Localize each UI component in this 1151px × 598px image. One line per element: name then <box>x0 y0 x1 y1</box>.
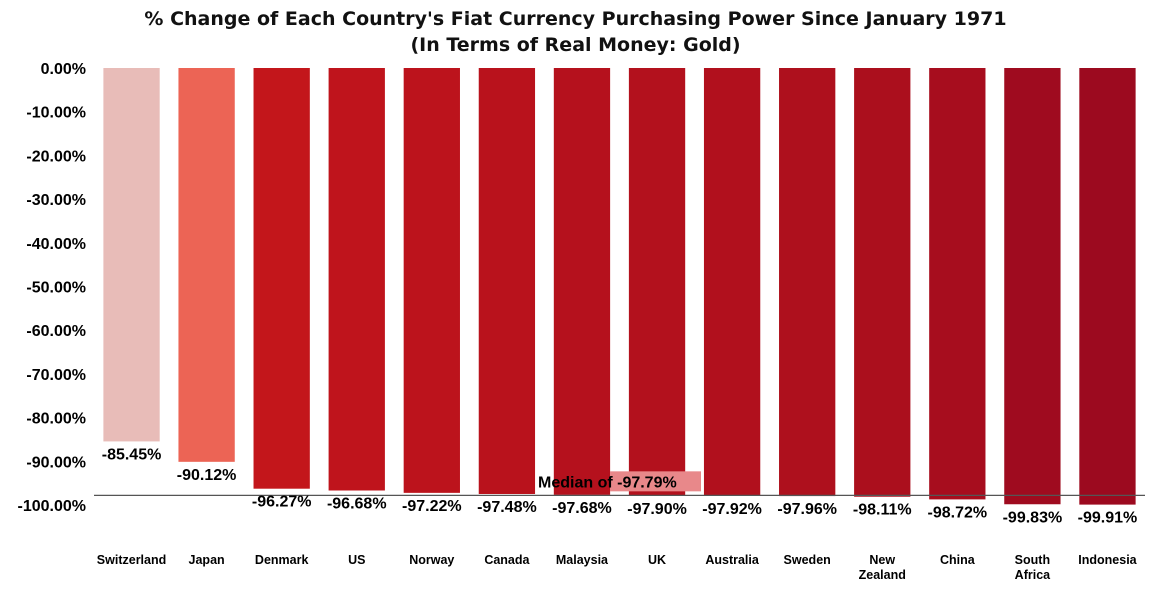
data-label: -96.27% <box>252 494 312 511</box>
y-tick-label: -100.00% <box>18 498 87 515</box>
bar-us <box>328 68 385 491</box>
x-tick-label: New <box>869 553 895 567</box>
bar-malaysia <box>553 68 611 495</box>
chart-title: % Change of Each Country's Fiat Currency… <box>0 6 1151 58</box>
data-label: -97.22% <box>402 498 462 515</box>
data-label: -97.48% <box>477 499 537 516</box>
y-tick-label: -60.00% <box>26 323 86 340</box>
x-tick-label: Malaysia <box>556 553 609 567</box>
bar-china <box>929 68 986 500</box>
y-tick-label: -20.00% <box>26 148 86 165</box>
x-tick-label: Japan <box>189 553 225 567</box>
bar-australia <box>703 68 761 496</box>
bar-norway <box>403 68 460 493</box>
x-tick-label: Switzerland <box>97 553 166 567</box>
median-highlight-value <box>631 471 701 492</box>
x-tick-label: UK <box>648 553 666 567</box>
data-label: -96.68% <box>327 495 387 512</box>
x-tick-label: China <box>940 553 976 567</box>
data-label: -97.96% <box>777 501 837 518</box>
y-tick-label: -70.00% <box>26 367 86 384</box>
x-tick-label: South <box>1015 553 1050 567</box>
data-label: -85.45% <box>102 446 162 463</box>
data-label: -99.83% <box>1003 509 1063 526</box>
median-label: Median of -97.79% <box>538 474 677 491</box>
chart-title-line: % Change of Each Country's Fiat Currency… <box>144 8 1007 30</box>
y-tick-label: -80.00% <box>26 411 86 428</box>
data-label: -98.72% <box>928 504 988 521</box>
data-label: -99.91% <box>1078 510 1138 527</box>
x-tick-label: Africa <box>1015 568 1051 582</box>
data-label: -97.92% <box>702 501 762 518</box>
y-tick-label: -90.00% <box>26 454 86 471</box>
data-label: -90.12% <box>177 467 237 484</box>
bar-japan <box>178 68 235 462</box>
median-highlight-prefix <box>610 471 631 492</box>
x-tick-label: Zealand <box>859 568 906 582</box>
y-tick-label: -40.00% <box>26 236 86 253</box>
bar-sweden <box>779 68 836 497</box>
bar-uk <box>628 68 686 496</box>
bar-indonesia <box>1079 68 1136 505</box>
x-tick-label: US <box>348 553 365 567</box>
bar-south-africa <box>1004 68 1061 505</box>
chart-subtitle-line: (In Terms of Real Money: Gold) <box>410 34 741 56</box>
x-tick-label: Indonesia <box>1078 553 1137 567</box>
y-tick-label: 0.00% <box>41 61 86 78</box>
y-tick-label: -50.00% <box>26 280 86 297</box>
data-label: -97.90% <box>627 501 687 518</box>
bar-new-zealand <box>854 68 911 497</box>
x-tick-label: Norway <box>409 553 454 567</box>
x-tick-label: Sweden <box>784 553 831 567</box>
y-tick-label: -30.00% <box>26 192 86 209</box>
median-label-value: -97.79% <box>617 474 677 491</box>
median-label-prefix: Median of <box>538 474 617 491</box>
x-tick-label: Canada <box>484 553 530 567</box>
y-tick-label: -10.00% <box>26 105 86 122</box>
x-tick-label: Australia <box>705 553 760 567</box>
bar-denmark <box>253 68 310 489</box>
bar-switzerland <box>103 68 160 442</box>
data-label: -98.11% <box>853 502 912 519</box>
x-tick-label: Denmark <box>255 553 309 567</box>
bar-canada <box>478 68 536 494</box>
data-label: -97.68% <box>552 500 612 517</box>
